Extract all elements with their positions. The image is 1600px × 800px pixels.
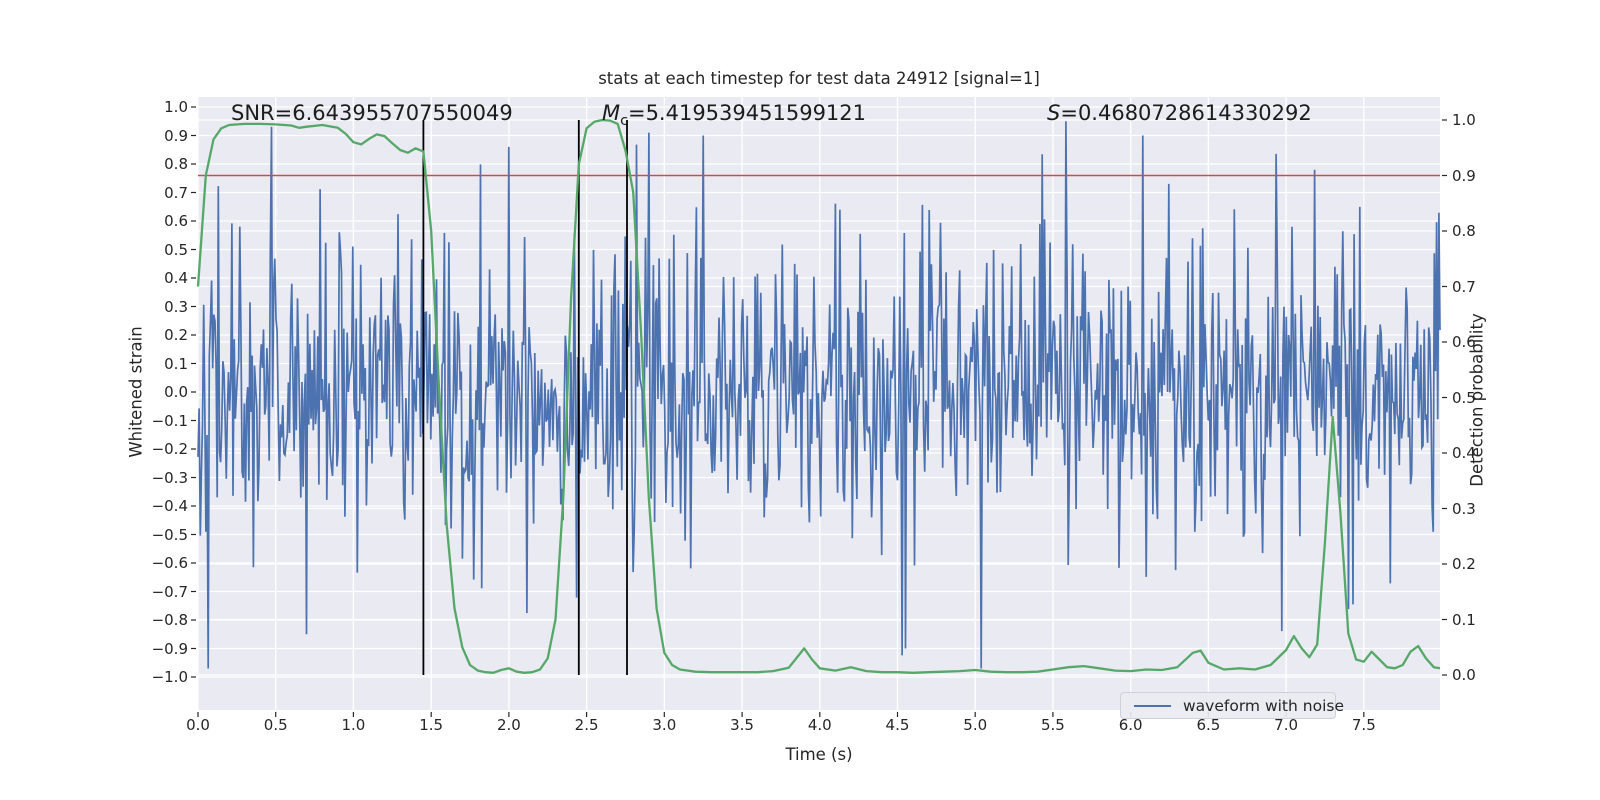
s-stat-value: =0.4680728614330292	[1060, 101, 1312, 125]
right-y-tick-label: 1.0	[1452, 111, 1476, 129]
right-y-tick-label: 0.5	[1452, 388, 1476, 407]
x-axis-label: Time (s)	[785, 745, 853, 764]
left-y-tick-label: 0.2	[164, 326, 188, 344]
left-y-tick-label: −0.8	[151, 611, 188, 629]
left-y-tick-label: 0.7	[164, 183, 188, 202]
x-tick-label: 2.5	[574, 716, 599, 734]
x-tick-label: 3.0	[652, 716, 677, 734]
left-y-tick-label: 0.4	[164, 269, 188, 287]
x-tick-label: 1.5	[419, 716, 444, 734]
chirp-mass-annotation: Mc=5.419539451599121	[602, 101, 866, 129]
right-y-tick-label: 0.1	[1452, 610, 1476, 629]
left-y-tick-label: 0.0	[164, 383, 188, 401]
probability-series	[196, 118, 1441, 674]
left-y-tick-label: −0.2	[151, 440, 188, 458]
left-y-tick-label: −0.6	[151, 554, 188, 572]
left-y-tick-label: −0.5	[151, 525, 188, 544]
left-y-tick-label: 0.5	[164, 240, 188, 259]
left-y-tick-label: 0.1	[164, 354, 188, 373]
left-y-tick-label: 1.0	[164, 98, 188, 116]
right-y-tick-label: 0.8	[1452, 222, 1476, 240]
x-tick-label: 5.0	[963, 716, 988, 734]
left-y-tick-label: 0.9	[164, 126, 188, 145]
left-y-tick-label: 0.3	[164, 297, 188, 316]
x-tick-label: 0.0	[186, 716, 210, 734]
right-y-tick-label: 0.3	[1452, 499, 1476, 518]
gridlines	[197, 97, 1440, 710]
left-y-tick-label: −0.7	[151, 582, 188, 601]
legend-label: waveform with noise	[1183, 696, 1344, 715]
left-y-tick-label: −0.9	[151, 639, 188, 658]
right-y-tick-label: 0.6	[1452, 333, 1476, 351]
left-y-tick-label: 0.6	[164, 212, 188, 230]
left-y-tick-label: −0.1	[151, 411, 188, 430]
legend: waveform with noise	[1120, 692, 1344, 719]
right-y-tick-label: 0.0	[1452, 666, 1476, 684]
s-stat-symbol: S	[1047, 101, 1061, 125]
chirp-mass-symbol: M	[602, 101, 621, 125]
x-tick-label: 6.5	[1196, 716, 1221, 734]
x-tick-label: 4.0	[807, 716, 832, 734]
legend-waveform-line-sample	[1134, 704, 1171, 707]
x-tick-label: 3.5	[730, 716, 754, 734]
x-tick-label: 5.5	[1041, 716, 1065, 734]
x-tick-label: 4.5	[885, 716, 910, 734]
left-y-tick-label: −0.3	[151, 468, 188, 487]
x-tick-label: 0.5	[263, 716, 288, 734]
waveform-series	[197, 121, 1441, 669]
chart-title: stats at each timestep for test data 249…	[598, 69, 1040, 88]
x-tick-label: 6.0	[1118, 716, 1143, 734]
x-tick-label: 1.0	[341, 716, 366, 734]
left-y-tick-label: −0.4	[151, 497, 188, 515]
chirp-mass-value: =5.419539451599121	[627, 101, 867, 125]
x-tick-label: 7.5	[1351, 716, 1376, 734]
x-tick-label: 7.0	[1274, 716, 1299, 734]
x-tick-label: 2.0	[496, 716, 521, 734]
right-y-tick-label: 0.7	[1452, 277, 1476, 296]
left-y-tick-label: 0.8	[164, 155, 188, 173]
s-stat-annotation: S=0.4680728614330292	[1047, 101, 1312, 125]
right-y-tick-label: 0.4	[1452, 444, 1476, 462]
chirp-mass-subscript: c	[620, 113, 628, 130]
snr-annotation: SNR=6.643955707550049	[231, 101, 513, 125]
right-y-tick-label: 0.2	[1452, 555, 1476, 573]
event-lines	[422, 120, 628, 675]
right-y-tick-label: 0.9	[1452, 166, 1476, 185]
left-y-tick-label: −1.0	[151, 668, 188, 686]
snr-text: SNR=6.643955707550049	[231, 101, 513, 125]
